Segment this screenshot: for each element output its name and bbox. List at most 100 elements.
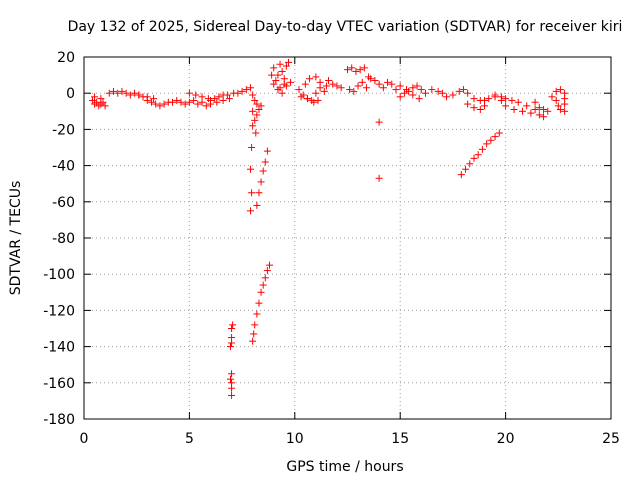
data-point [274, 71, 282, 79]
data-point [392, 86, 400, 94]
data-point [352, 67, 360, 75]
data-point [249, 337, 257, 345]
y-tick-label: -40 [52, 159, 75, 175]
data-point [535, 104, 543, 112]
data-point [344, 66, 351, 74]
data-point [527, 109, 535, 117]
data-point [303, 95, 311, 103]
data-point [206, 96, 214, 104]
data-point [169, 98, 177, 106]
y-tick-label: -180 [43, 412, 75, 428]
data-point [242, 86, 250, 94]
data-point [255, 299, 263, 307]
data-point [367, 75, 375, 83]
data-point [252, 129, 260, 137]
data-point [135, 91, 143, 99]
data-point [375, 118, 383, 126]
data-point [227, 375, 235, 383]
data-point [156, 102, 164, 110]
data-point [312, 73, 320, 81]
data-point [295, 86, 303, 94]
data-point [202, 102, 210, 110]
data-point [362, 84, 370, 92]
y-tick-label: -120 [43, 303, 75, 319]
data-point [375, 174, 383, 182]
data-point [253, 310, 261, 318]
data-point [497, 93, 505, 101]
data-point [333, 82, 341, 90]
chart-title: Day 132 of 2025, Sidereal Day-to-day VTE… [68, 19, 623, 35]
data-point [97, 100, 105, 108]
data-point [552, 96, 560, 104]
data-point [91, 93, 99, 101]
x-axis-label: GPS time / hours [286, 459, 403, 475]
data-point [268, 71, 276, 79]
y-axis-label: SDTVAR / TECUs [8, 181, 24, 296]
data-point [403, 86, 411, 94]
data-point [514, 98, 522, 106]
data-point [278, 67, 286, 75]
data-point [257, 178, 265, 186]
data-point [523, 102, 531, 110]
data-point [278, 89, 286, 97]
data-point [259, 281, 267, 289]
data-point [434, 87, 442, 95]
data-point [325, 77, 333, 85]
data-point [249, 107, 257, 115]
data-point [234, 89, 242, 97]
data-point [316, 78, 324, 86]
data-point [255, 189, 263, 197]
data-point [228, 339, 236, 347]
data-point [485, 95, 493, 103]
y-tick-label: -20 [52, 122, 75, 138]
data-point [417, 86, 425, 94]
data-point [228, 384, 236, 392]
data-point [253, 201, 261, 209]
x-tick-label: 5 [185, 431, 194, 447]
data-point [253, 111, 261, 119]
data-point [248, 189, 256, 197]
data-point [502, 102, 510, 110]
y-tick-label: -100 [43, 267, 75, 283]
x-tick-label: 20 [497, 431, 515, 447]
data-point [177, 98, 185, 106]
data-point [249, 122, 257, 130]
data-point [88, 96, 96, 104]
data-point [413, 82, 421, 90]
data-point [379, 84, 387, 92]
data-point [487, 136, 495, 144]
data-point [250, 330, 258, 338]
data-point [173, 96, 181, 104]
data-point [114, 89, 122, 97]
data-point [457, 171, 465, 179]
data-point [227, 343, 235, 351]
data-point [346, 86, 354, 94]
data-point [320, 87, 328, 95]
data-point [409, 84, 417, 92]
data-point [284, 58, 292, 66]
data-point [185, 89, 193, 97]
data-point [464, 100, 472, 108]
data-point [561, 107, 569, 115]
data-point [476, 105, 484, 113]
x-tick-label: 15 [391, 431, 409, 447]
data-point [126, 91, 134, 99]
data-point [263, 267, 271, 275]
data-point [310, 98, 318, 106]
data-point [384, 78, 392, 86]
data-point [280, 80, 288, 88]
x-tick-label: 10 [286, 431, 304, 447]
data-point [225, 95, 233, 103]
data-point [118, 87, 126, 95]
data-point [350, 87, 358, 95]
data-point [261, 158, 269, 166]
data-point [276, 84, 284, 92]
data-point [247, 207, 255, 215]
data-point [122, 89, 130, 97]
data-point [540, 105, 548, 113]
data-point [150, 95, 158, 103]
data-point [229, 321, 237, 329]
data-point [491, 133, 499, 141]
data-point [228, 325, 236, 332]
